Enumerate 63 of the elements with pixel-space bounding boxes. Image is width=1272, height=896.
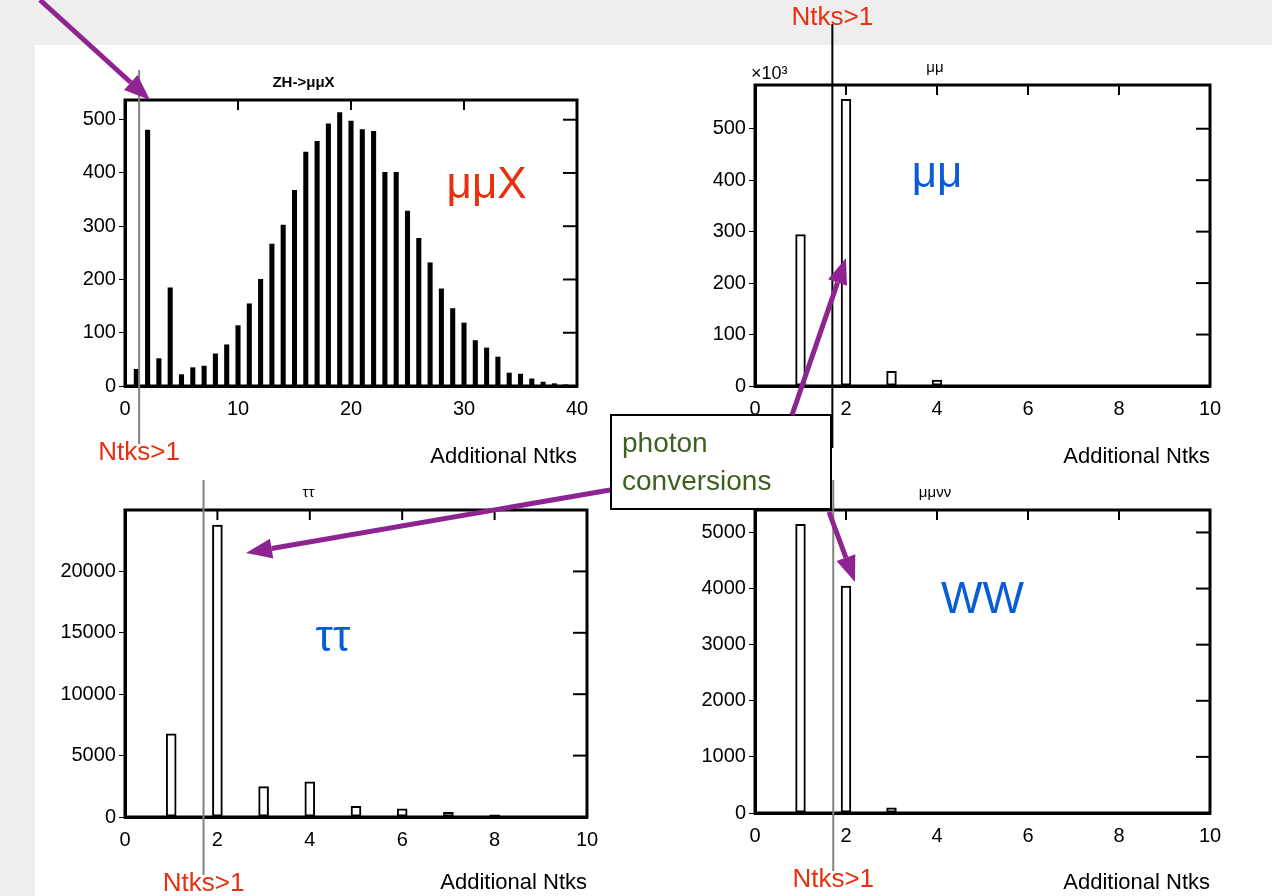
x-tick-label: 2 [840,823,852,846]
y-tick-label: 500 [82,107,116,130]
y-tick-label: 15000 [60,620,116,643]
x-tick-label: 40 [565,396,589,419]
x-tick-label: 6 [1022,823,1034,846]
y-tick-label: 3000 [701,632,746,655]
chart-title: ττ [302,483,315,501]
y-tick-label: 100 [712,322,746,345]
chart-title: μμνν [918,483,952,501]
x-axis-title: Additional Ntks [1063,868,1210,894]
y-tick-label: 500 [712,116,746,139]
annotation: μμ [911,147,963,197]
y-tick-label: 200 [82,267,116,289]
y-axis-title: ×10³ [751,62,788,83]
x-axis-title: Additional Ntks [430,442,577,468]
y-tick-label: 300 [82,213,116,236]
annotation: μμX [446,157,527,207]
x-tick-label: 4 [304,827,316,850]
y-tick-label: 0 [734,800,746,823]
y-tick-label: 1000 [701,744,746,767]
y-tick-label: 400 [82,160,116,183]
x-tick-label: 8 [1113,823,1125,846]
x-tick-label: 10 [575,827,599,850]
y-tick-label: 5000 [701,519,746,542]
x-tick-label: 0 [119,396,131,419]
x-tick-label: 30 [452,396,476,419]
x-tick-label: 6 [396,827,408,850]
x-tick-label: 4 [931,396,943,419]
x-tick-label: 4 [931,823,943,846]
y-tick-label: 10000 [60,681,116,704]
x-axis-title: Additional Ntks [440,868,587,894]
y-tick-label: 0 [104,373,116,396]
x-tick-label: 10 [1198,823,1222,846]
y-tick-label: 0 [104,804,116,827]
ref-line-label: Ntks>1 [98,436,180,467]
ref-line-label: Ntks>1 [162,867,245,896]
x-tick-label: 8 [1113,396,1125,419]
y-tick-label: 4000 [701,576,746,599]
x-tick-label: 0 [749,823,761,846]
y-tick-label: 100 [82,320,116,343]
chart-title: μμ [926,58,944,76]
y-tick-label: 20000 [60,558,116,581]
x-tick-label: 10 [226,396,250,419]
y-tick-label: 2000 [701,688,746,711]
x-tick-label: 8 [489,827,501,850]
x-tick-label: 20 [339,396,363,419]
x-tick-label: 2 [840,396,852,419]
ref-line-label: Ntks>1 [791,1,874,32]
ref-line-label: Ntks>1 [792,863,875,894]
y-tick-label: 0 [734,373,746,396]
text: photon conversions [622,427,772,496]
x-tick-label: 2 [211,827,223,850]
x-tick-label: 10 [1198,396,1222,419]
y-tick-label: 200 [712,270,746,293]
x-tick-label: 0 [119,827,131,850]
annotation: WW [940,573,1025,623]
annotation: ττ [315,611,351,661]
y-tick-label: 5000 [71,743,116,766]
x-tick-label: 6 [1022,396,1034,419]
y-tick-label: 300 [712,219,746,242]
y-tick-label: 400 [712,167,746,190]
chart-title: ZH->μμX [272,73,335,91]
x-axis-title: Additional Ntks [1063,442,1210,468]
